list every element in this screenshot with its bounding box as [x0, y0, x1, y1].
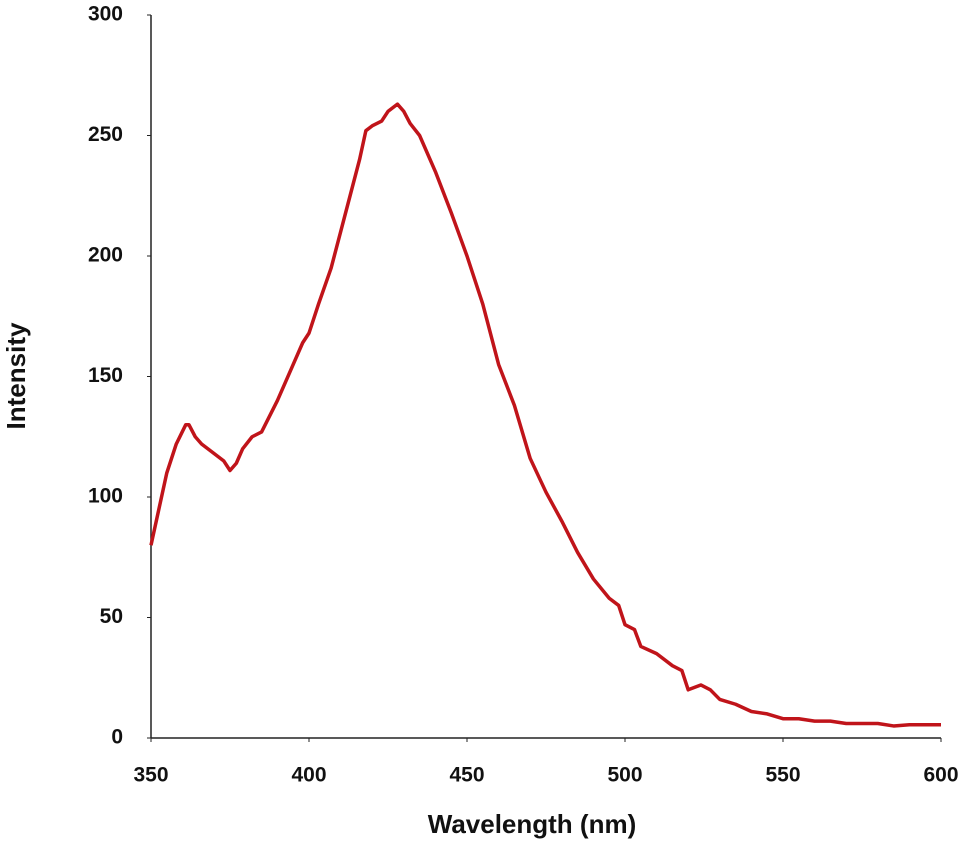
x-tick-label: 500	[607, 764, 642, 787]
y-tick-label: 300	[88, 3, 123, 26]
x-axis-title: Wavelength (nm)	[428, 809, 636, 839]
y-tick-label: 200	[88, 244, 123, 267]
y-tick-label: 250	[88, 123, 123, 146]
x-tick-label: 600	[923, 764, 958, 787]
y-axis-title: Intensity	[1, 322, 31, 429]
x-tick-label: 450	[449, 764, 484, 787]
y-tick-label: 150	[88, 364, 123, 387]
x-tick-label: 350	[133, 764, 168, 787]
x-tick-label: 400	[291, 764, 326, 787]
x-tick-label: 550	[765, 764, 800, 787]
y-tick-label: 50	[100, 605, 123, 628]
y-tick-label: 100	[88, 485, 123, 508]
y-tick-label: 0	[111, 726, 123, 749]
data-line	[149, 102, 941, 728]
